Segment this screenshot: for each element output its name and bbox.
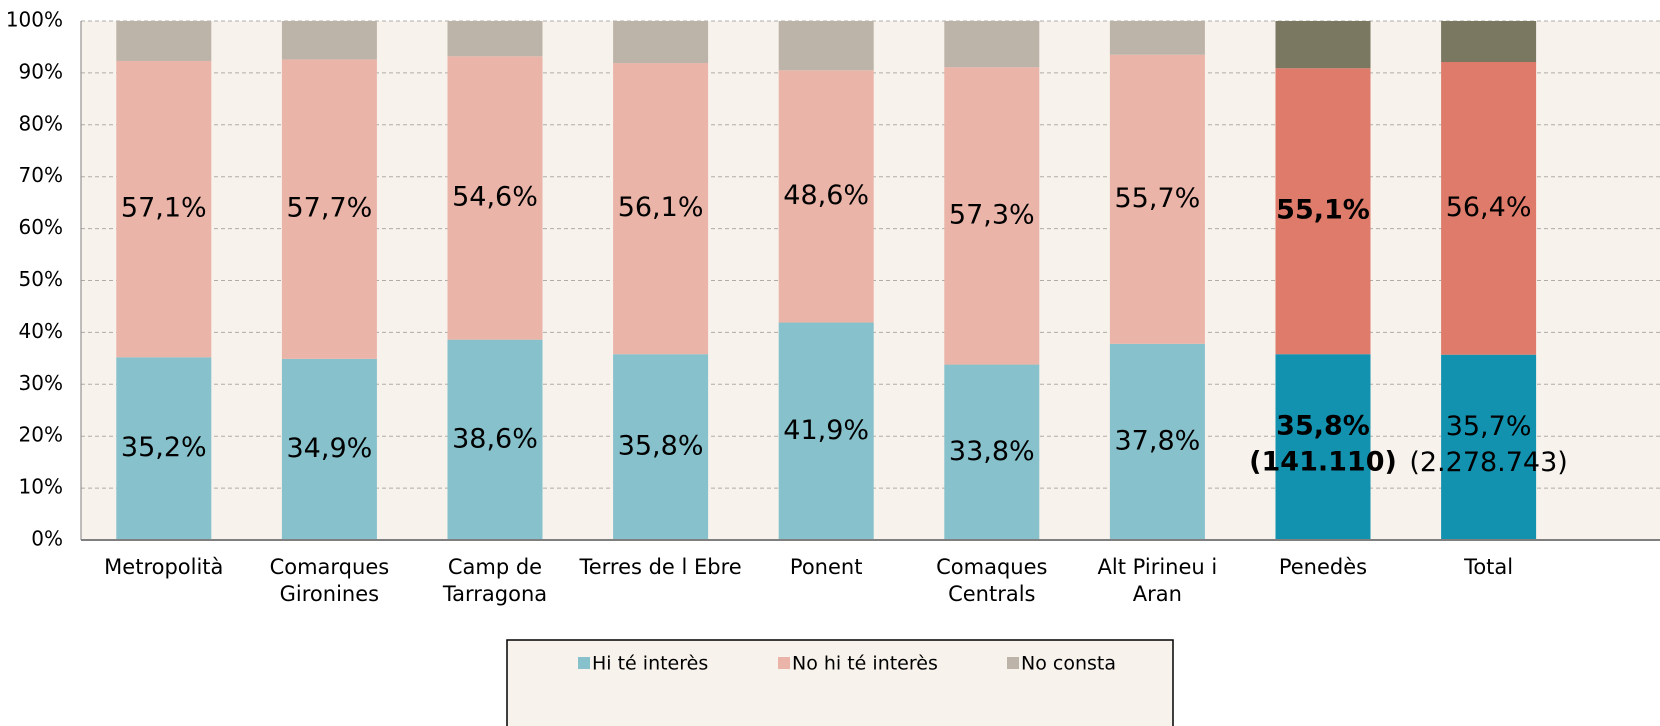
x-tick-label-box: Penedès xyxy=(1278,555,1368,579)
x-tick-label-box: Comarques Gironines xyxy=(269,555,390,606)
legend-box xyxy=(506,639,1174,726)
x-tick-label: Total xyxy=(1464,555,1514,579)
x-tick-label: Comarques Gironines xyxy=(269,555,390,606)
legend-swatch xyxy=(778,657,790,669)
value-label: 55,1% xyxy=(1276,195,1370,226)
bar-segment xyxy=(1109,54,1205,344)
bar-segment xyxy=(116,60,212,358)
value-label: 35,7% xyxy=(1446,411,1532,442)
value-label: 35,2% xyxy=(121,432,207,463)
y-tick-label: 90% xyxy=(19,59,63,83)
y-tick-label: 30% xyxy=(19,371,63,395)
x-tick-label: Penedès xyxy=(1278,555,1368,579)
y-tick-label: 20% xyxy=(19,423,63,447)
x-tick-label: Metropolità xyxy=(104,555,224,579)
value-label: 57,1% xyxy=(121,193,207,224)
value-label: 33,8% xyxy=(949,436,1035,467)
legend-label: No consta xyxy=(1021,653,1116,675)
x-tick-label: Camp de Tarragona xyxy=(442,555,548,606)
bar-segment xyxy=(281,358,377,540)
bar-segment xyxy=(613,21,709,64)
value-label: 37,8% xyxy=(1115,425,1201,456)
bar-segment xyxy=(116,357,212,540)
y-tick-label: 50% xyxy=(19,267,63,291)
count-label: (141.110) xyxy=(1249,447,1397,478)
x-tick-label: Terres de l Ebre xyxy=(579,555,742,579)
bar-segment xyxy=(281,59,377,359)
x-tick-label: Ponent xyxy=(789,555,863,579)
bar-segment xyxy=(447,339,543,540)
y-tick-label: 70% xyxy=(19,163,63,187)
value-label: 34,9% xyxy=(287,433,373,464)
value-label: 35,8% xyxy=(1276,411,1370,442)
x-tick-label-box: Comaques Centrals xyxy=(936,555,1048,606)
bar-segment xyxy=(1275,21,1371,69)
x-tick-label-box: Total xyxy=(1464,555,1514,579)
y-tick-label: 80% xyxy=(19,111,63,135)
bar-segment xyxy=(778,21,874,71)
y-tick-label: 40% xyxy=(19,319,63,343)
bar-segment xyxy=(778,322,874,540)
bar-segment xyxy=(1109,343,1205,540)
bar-segment xyxy=(1441,354,1537,540)
bar-segment xyxy=(1109,21,1205,55)
legend-label: No hi té interès xyxy=(792,653,938,675)
y-tick-label: 60% xyxy=(19,215,63,239)
value-label: 38,6% xyxy=(452,423,538,454)
y-tick-label: 100% xyxy=(6,8,63,32)
x-tick-label-box: Camp de Tarragona xyxy=(442,555,548,606)
x-tick-label: Comaques Centrals xyxy=(936,555,1048,606)
value-label: 41,9% xyxy=(783,415,869,446)
count-label: (2.278.743) xyxy=(1409,447,1567,478)
bar-segment xyxy=(1275,68,1371,355)
y-tick-label: 10% xyxy=(19,475,63,499)
bar-segment xyxy=(944,67,1040,365)
bar-segment xyxy=(944,21,1040,68)
y-tick-label: 0% xyxy=(31,527,63,551)
value-label: 57,7% xyxy=(287,193,373,224)
value-label: 56,4% xyxy=(1446,192,1532,223)
legend-swatch xyxy=(1007,657,1019,669)
bar-segment xyxy=(778,70,874,323)
x-tick-label-box: Terres de l Ebre xyxy=(579,555,742,579)
bar-segment xyxy=(613,63,709,355)
bar-segment xyxy=(1441,62,1537,355)
bar-segment xyxy=(447,21,543,57)
bar-segment xyxy=(613,354,709,540)
value-label: 54,6% xyxy=(452,181,538,212)
bar-segment xyxy=(116,21,212,61)
bar-segment xyxy=(1441,21,1537,63)
bar-segment xyxy=(944,364,1040,540)
bar-segment xyxy=(1275,354,1371,540)
value-label: 57,3% xyxy=(949,199,1035,230)
value-label: 48,6% xyxy=(783,180,869,211)
bar-segment xyxy=(447,56,543,340)
x-tick-label: Alt Pirineu i Aran xyxy=(1097,555,1218,606)
legend-swatch xyxy=(578,657,590,669)
x-tick-label-box: Alt Pirineu i Aran xyxy=(1097,555,1218,606)
x-tick-label-box: Metropolità xyxy=(104,555,224,579)
bar-segment xyxy=(281,21,377,60)
legend-label: Hi té interès xyxy=(592,653,708,675)
value-label: 35,8% xyxy=(618,431,704,462)
x-tick-label-box: Ponent xyxy=(789,555,863,579)
value-label: 55,7% xyxy=(1115,183,1201,214)
value-label: 56,1% xyxy=(618,192,704,223)
